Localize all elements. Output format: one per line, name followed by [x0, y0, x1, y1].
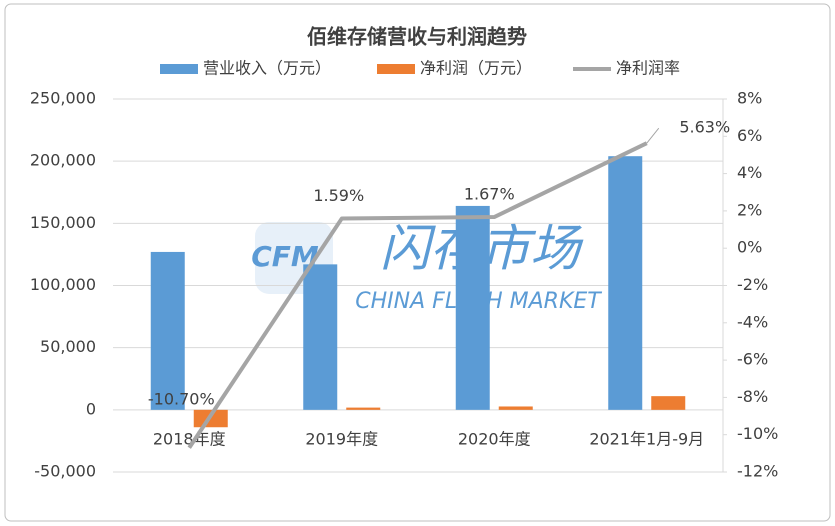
line — [187, 141, 648, 449]
y2-tick-label: -10% — [737, 424, 778, 443]
y-tick-label: 200,000 — [30, 151, 96, 170]
legend-label: 净利润（万元） — [420, 59, 532, 78]
y-tick-label: 100,000 — [30, 275, 96, 294]
x-tick-label: 2021年1月-9月 — [589, 429, 704, 448]
legend-label: 净利润率 — [616, 59, 680, 78]
data-label: 1.59% — [313, 186, 364, 205]
y2-tick-label: -2% — [737, 275, 768, 294]
y-tick-label: 250,000 — [30, 89, 96, 108]
x-tick-label: 2020年度 — [458, 429, 531, 448]
y2-tick-label: 8% — [737, 89, 762, 108]
bar — [608, 156, 643, 410]
bar — [346, 407, 381, 410]
legend-swatch — [377, 64, 415, 74]
y2-tick-label: 6% — [737, 126, 762, 145]
y-tick-label: 150,000 — [30, 213, 96, 232]
bar — [651, 396, 686, 410]
data-label: 1.67% — [464, 185, 515, 204]
y2-tick-label: -12% — [737, 462, 778, 481]
y2-tick-label: -8% — [737, 387, 768, 406]
y-tick-label: -50,000 — [34, 462, 96, 481]
chart-title: 佰维存储营收与利润趋势 — [307, 25, 527, 49]
bar — [150, 251, 185, 410]
bar — [498, 406, 533, 410]
y2-tick-label: -4% — [737, 312, 768, 331]
x-tick-label: 2018年度 — [153, 429, 226, 448]
leader-line — [646, 127, 660, 144]
data-label: -10.70% — [148, 389, 215, 408]
x-tick-label: 2019年度 — [305, 429, 378, 448]
legend-label: 营业收入（万元） — [203, 59, 331, 78]
y-tick-label: 0 — [86, 399, 96, 418]
legend-swatch — [160, 64, 198, 74]
bar — [303, 264, 338, 410]
y-tick-label: 50,000 — [40, 337, 96, 356]
y2-tick-label: -6% — [737, 350, 768, 369]
bar — [455, 205, 490, 410]
y2-tick-label: 0% — [737, 238, 762, 257]
data-label: 5.63% — [679, 118, 730, 137]
y2-tick-label: 2% — [737, 200, 762, 219]
y2-tick-label: 4% — [737, 163, 762, 182]
